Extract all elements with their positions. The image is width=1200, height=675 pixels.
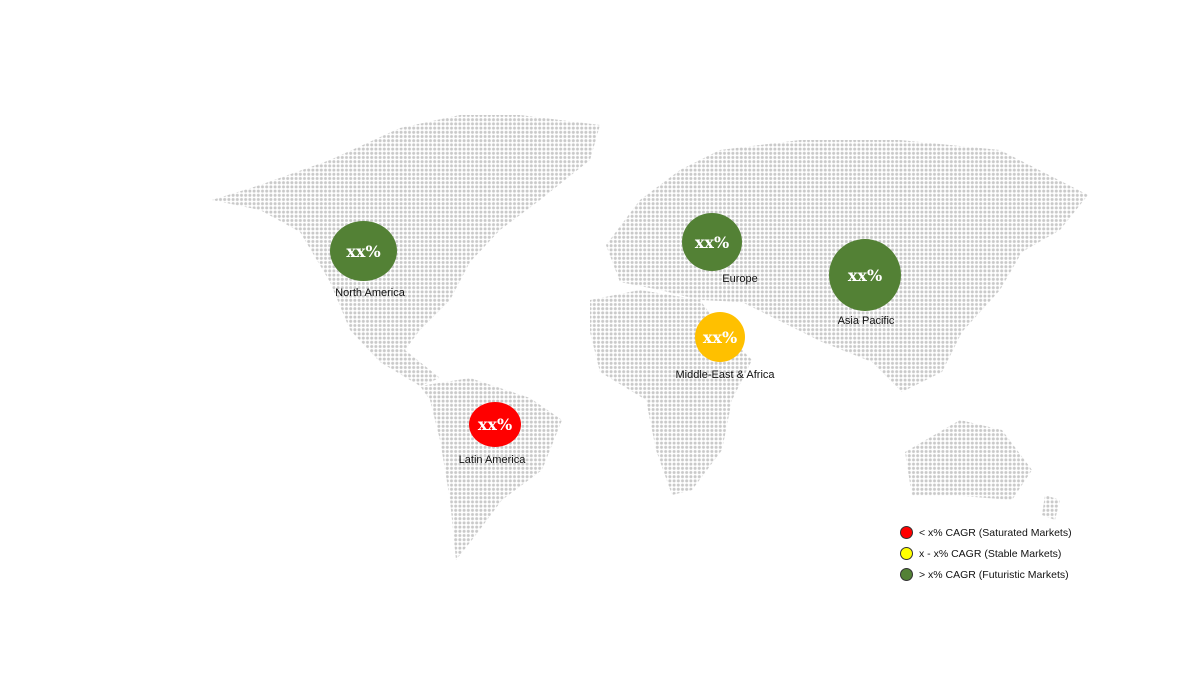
legend-item-stable: x - x% CAGR (Stable Markets) [900,543,1072,564]
green-circle-icon [900,568,913,581]
north-america-bubble[interactable]: xx% [330,221,397,281]
latin-america-bubble[interactable]: xx% [469,402,521,447]
middle-east-africa-label: Middle-East & Africa [675,369,775,381]
legend-label: < x% CAGR (Saturated Markets) [919,526,1072,539]
asia-pacific-bubble[interactable]: xx% [829,239,901,311]
europe-bubble[interactable]: xx% [682,213,742,271]
asia-pacific-label: Asia Pacific [837,315,895,327]
legend-label: > x% CAGR (Futuristic Markets) [919,568,1069,581]
oceania-landmass [905,420,1032,500]
red-circle-icon [900,526,913,539]
latin-america-label: Latin America [458,454,526,466]
legend-label: x - x% CAGR (Stable Markets) [919,547,1062,560]
legend-item-saturated: < x% CAGR (Saturated Markets) [900,522,1072,543]
new-zealand-landmass [1042,495,1060,520]
north-america-label: North America [335,287,405,299]
north-america-landmass [212,115,600,386]
yellow-circle-icon [900,547,913,560]
legend-item-futuristic: > x% CAGR (Futuristic Markets) [900,564,1072,585]
europe-label: Europe [722,273,758,285]
south-america-landmass [420,378,562,560]
legend: < x% CAGR (Saturated Markets) x - x% CAG… [900,522,1072,585]
middle-east-africa-bubble[interactable]: xx% [695,312,745,362]
